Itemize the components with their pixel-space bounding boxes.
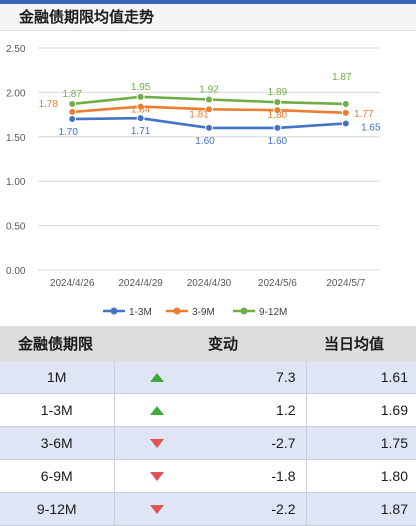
table-row: 6-9M -1.8 1.80 (0, 459, 416, 493)
data-label: 1.81 (189, 109, 209, 120)
data-label: 1.89 (268, 87, 288, 98)
data-point (68, 115, 77, 124)
data-point (205, 123, 213, 132)
change-cell: 7.3 (200, 361, 307, 394)
trend-arrow-icon (150, 373, 165, 382)
chart-background (0, 31, 416, 326)
data-point (341, 119, 350, 128)
data-label: 1.77 (354, 109, 374, 120)
header-bar: 金融债期限均值走势 (0, 0, 416, 31)
data-label: 1.87 (332, 72, 352, 83)
term-cell: 3-6M (0, 426, 115, 460)
legend-label: 9-12M (259, 307, 287, 318)
data-point (341, 99, 350, 108)
data-point (136, 102, 145, 111)
data-point (136, 92, 145, 101)
trend-cell (114, 393, 200, 427)
data-label: 1.92 (199, 85, 219, 96)
data-label: 1.60 (195, 136, 215, 147)
header-change: 变动 (200, 326, 306, 361)
header-avg: 当日均值 (306, 326, 416, 361)
data-label: 1.70 (58, 127, 78, 138)
trend-cell (114, 459, 200, 493)
term-cell: 9-12M (0, 492, 115, 526)
line-chart: 0.00 0.50 1.00 1.50 2.00 2.50 2024/4/26 2024/4/… (0, 31, 416, 326)
change-cell: -2.2 (200, 492, 307, 526)
rate-table: 金融债期限 变动 当日均值 1M 7.3 1.61 1-3M 1.2 1.69 … (0, 326, 416, 526)
y-tick-label: 1.00 (6, 177, 26, 188)
y-tick-label: 1.50 (6, 133, 26, 144)
table-row: 1M 7.3 1.61 (0, 361, 416, 394)
data-label: 1.95 (131, 82, 151, 93)
data-label: 1.87 (62, 89, 82, 100)
data-label: 1.65 (361, 122, 381, 133)
change-cell: -1.8 (200, 459, 307, 493)
data-label: 1.80 (268, 110, 288, 121)
avg-cell: 1.80 (306, 459, 416, 493)
trend-arrow-icon (150, 439, 165, 448)
data-point (68, 99, 77, 108)
data-point (341, 108, 350, 117)
page-title: 金融债期限均值走势 (19, 9, 155, 26)
x-tick-label: 2024/5/7 (326, 278, 365, 289)
legend-marker (110, 307, 118, 315)
data-label: 1.84 (131, 105, 151, 116)
data-point (273, 106, 282, 115)
data-point (68, 107, 77, 116)
data-label: 1.78 (38, 99, 58, 110)
table-header-row: 金融债期限 变动 当日均值 (0, 326, 416, 361)
table-row: 3-6M -2.7 1.75 (0, 426, 416, 460)
term-cell: 1M (0, 361, 115, 394)
y-tick-label: 0.50 (6, 222, 26, 233)
y-tick-label: 2.50 (6, 44, 26, 55)
data-label: 1.71 (131, 126, 151, 137)
data-point (273, 98, 282, 107)
header-spacer (114, 326, 200, 361)
y-tick-label: 2.00 (6, 88, 26, 99)
change-cell: 1.2 (200, 393, 307, 427)
legend-marker (173, 307, 181, 315)
table-row: 9-12M -2.2 1.87 (0, 492, 416, 526)
y-tick-label: 0.00 (6, 266, 26, 277)
data-point (205, 105, 213, 114)
avg-cell: 1.75 (306, 426, 416, 460)
trend-cell (114, 361, 200, 394)
data-point (205, 95, 213, 104)
avg-cell: 1.61 (306, 361, 416, 394)
x-tick-label: 2024/4/26 (50, 278, 95, 289)
data-point (136, 114, 145, 123)
x-tick-label: 2024/4/29 (118, 278, 163, 289)
legend-label: 3-9M (192, 307, 215, 318)
trend-arrow-icon (150, 472, 165, 481)
trend-cell (114, 426, 200, 460)
x-tick-label: 2024/5/6 (258, 278, 297, 289)
term-cell: 1-3M (0, 393, 115, 427)
header-term: 金融债期限 (0, 326, 114, 361)
avg-cell: 1.69 (306, 393, 416, 427)
data-label: 1.60 (268, 136, 288, 147)
legend-marker (240, 307, 248, 315)
change-cell: -2.7 (200, 426, 307, 460)
trend-cell (114, 492, 200, 526)
table-row: 1-3M 1.2 1.69 (0, 393, 416, 427)
term-cell: 6-9M (0, 459, 115, 493)
trend-arrow-icon (150, 406, 165, 415)
header-accent (0, 0, 416, 4)
data-point (273, 123, 282, 132)
legend-label: 1-3M (129, 307, 152, 318)
trend-arrow-icon (150, 505, 165, 514)
x-tick-label: 2024/4/30 (187, 278, 232, 289)
